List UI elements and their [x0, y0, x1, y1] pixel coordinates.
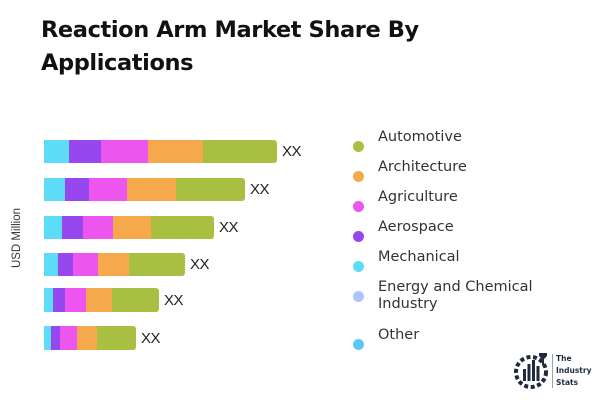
stacked-bar[interactable]	[44, 140, 277, 163]
legend-label: Other	[378, 327, 420, 343]
bar-segment-agriculture[interactable]	[101, 140, 148, 163]
bar-segment-agriculture[interactable]	[65, 288, 86, 312]
bar-segment-automotive[interactable]	[203, 140, 277, 163]
legend-label: Automotive	[378, 129, 462, 145]
bar-segment-mechanical[interactable]	[44, 140, 69, 163]
logo-line-1: The	[556, 354, 572, 363]
gear-chart-logo-icon	[514, 353, 548, 389]
bar-segment-mechanical[interactable]	[44, 288, 53, 312]
bar-segment-architecture[interactable]	[148, 140, 203, 163]
bar-segment-agriculture[interactable]	[60, 326, 77, 350]
legend-dot-icon	[353, 170, 364, 182]
logo-divider	[552, 354, 553, 388]
stacked-bar[interactable]	[44, 326, 136, 350]
bar-segment-aerospace[interactable]	[58, 253, 73, 276]
bar-segment-agriculture[interactable]	[83, 216, 113, 239]
industry-stats-logo: The Industry Stats	[513, 350, 598, 392]
stacked-bar[interactable]	[44, 288, 159, 312]
bar-segment-agriculture[interactable]	[73, 253, 98, 276]
bar-segment-aerospace[interactable]	[69, 140, 101, 163]
logo-line-2: Industry	[556, 366, 592, 375]
bar-segment-mechanical[interactable]	[44, 178, 65, 201]
bar-value-label: XX	[282, 143, 302, 160]
legend-dot-icon	[353, 290, 364, 302]
bar-segment-architecture[interactable]	[113, 216, 151, 239]
bar-chart-area: XX XX XX XX XX XX	[44, 140, 302, 350]
bar-value-label: XX	[141, 329, 161, 347]
stacked-bar[interactable]	[44, 216, 214, 239]
bar-segment-automotive[interactable]	[151, 216, 214, 239]
bar-value-label: XX	[164, 291, 184, 309]
bar-segment-architecture[interactable]	[127, 178, 176, 201]
stacked-bar[interactable]	[44, 178, 245, 201]
bar-row: XX	[44, 326, 161, 350]
bar-value-label: XX	[219, 219, 239, 236]
legend-label: Agriculture	[378, 189, 458, 205]
bar-segment-agriculture[interactable]	[89, 178, 127, 201]
legend-label: Mechanical	[378, 249, 460, 265]
legend: Automotive Architecture Agriculture Aerospa…	[350, 0, 590, 360]
legend-label: Energy and Chemical Industry	[378, 279, 533, 312]
bar-row: XX	[44, 216, 239, 239]
logo-text: The Industry Stats	[556, 353, 591, 389]
legend-dot-icon	[353, 200, 364, 212]
bar-segment-mechanical[interactable]	[44, 253, 58, 276]
bar-segment-aerospace[interactable]	[65, 178, 89, 201]
bar-segment-automotive[interactable]	[129, 253, 185, 276]
legend-label: Architecture	[378, 159, 467, 175]
stacked-bar[interactable]	[44, 253, 185, 276]
logo-line-3: Stats	[556, 378, 579, 387]
bar-segment-mechanical[interactable]	[44, 216, 62, 239]
bar-row: XX	[44, 288, 184, 312]
bar-row: XX	[44, 140, 302, 163]
legend-label: Aerospace	[378, 219, 454, 235]
bar-row: XX	[44, 253, 210, 276]
bar-segment-automotive[interactable]	[176, 178, 245, 201]
chart-title: Reaction Arm Market Share By Application…	[41, 17, 419, 76]
bar-segment-automotive[interactable]	[97, 326, 136, 350]
bar-segment-architecture[interactable]	[86, 288, 112, 312]
legend-dot-icon	[353, 338, 364, 350]
bar-value-label: XX	[190, 256, 210, 273]
bar-row: XX	[44, 178, 270, 201]
bar-segment-aerospace[interactable]	[51, 326, 60, 350]
legend-dot-icon	[353, 260, 364, 272]
bar-segment-architecture[interactable]	[98, 253, 129, 276]
bar-segment-architecture[interactable]	[77, 326, 97, 350]
bar-segment-mechanical[interactable]	[44, 326, 51, 350]
bar-segment-aerospace[interactable]	[62, 216, 83, 239]
legend-dot-icon	[353, 230, 364, 242]
bar-segment-aerospace[interactable]	[53, 288, 65, 312]
bar-value-label: XX	[250, 181, 270, 198]
legend-dot-icon	[353, 140, 364, 152]
bar-segment-automotive[interactable]	[112, 288, 159, 312]
